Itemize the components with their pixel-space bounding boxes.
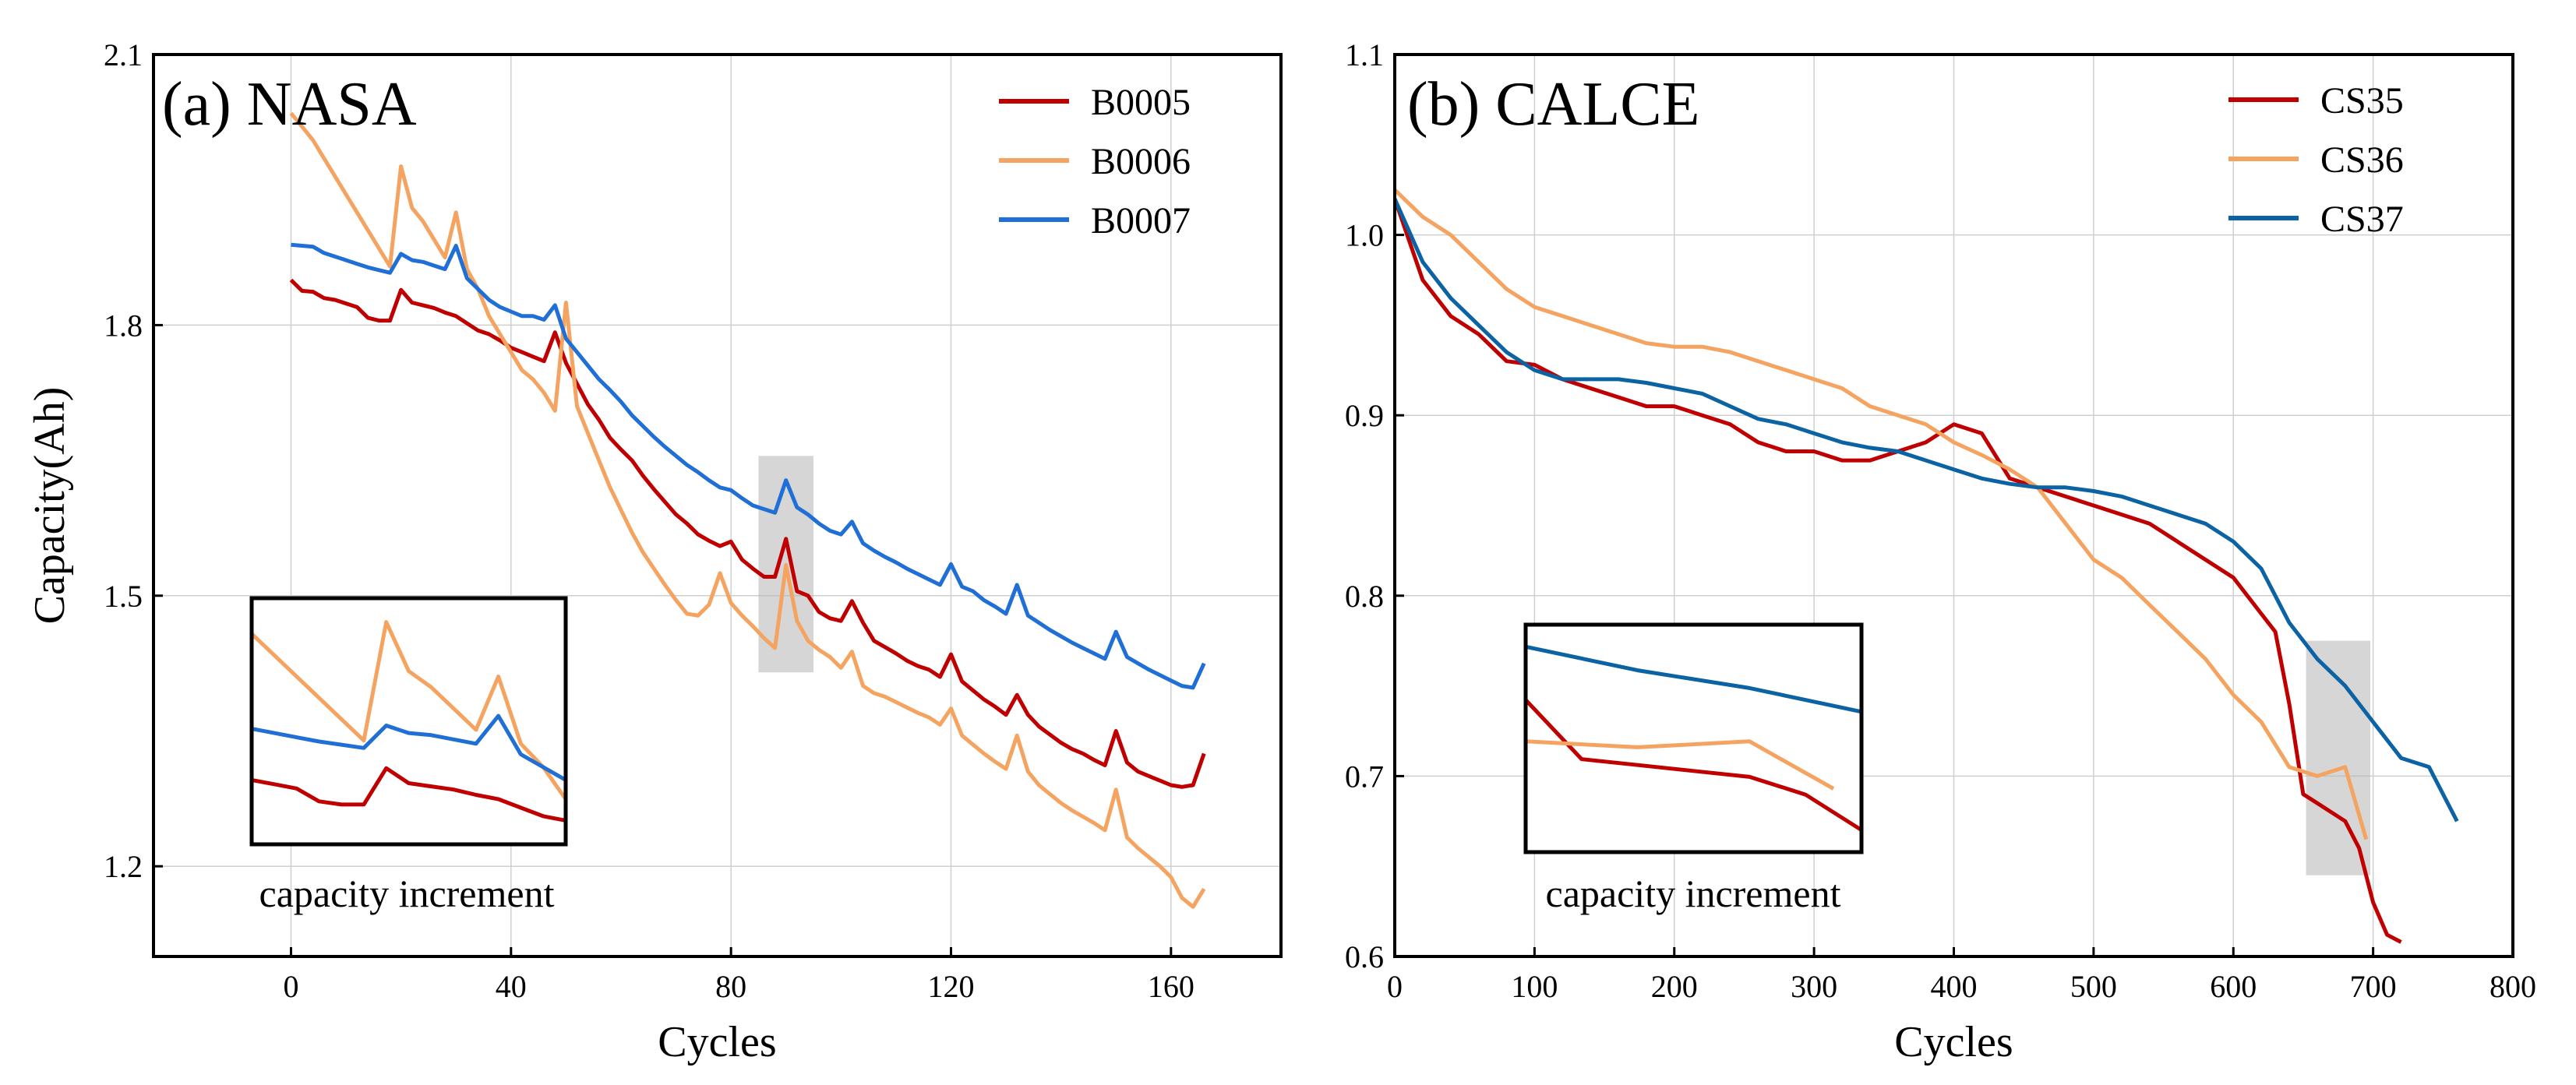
x-tick-label: 80	[715, 969, 746, 1004]
plot-frame	[152, 53, 1283, 958]
y-tick-label: 1.0	[1345, 218, 1384, 253]
x-tick-label: 40	[496, 969, 527, 1004]
inset-caption: capacity increment	[259, 872, 555, 915]
chart-panel-calce: 0 100 200 300 400 500 600 700 800 0.6 0.7 0.8 0.9 1.0…	[1345, 37, 2536, 1066]
series-line-cs35	[1395, 198, 2402, 944]
y-tick-label: 1.2	[104, 849, 143, 884]
x-tick-label: 300	[1791, 969, 1837, 1004]
y-tick-label: 0.6	[1345, 939, 1384, 974]
chart-panel-nasa: 0 40 80 120 160 1.2 1.5 1.8 2.1 Cycles Capacity(Ah…	[26, 37, 1283, 1066]
y-tick-label: 0.7	[1345, 759, 1384, 794]
x-tick-label: 160	[1148, 969, 1194, 1004]
inset-frame	[1523, 622, 1864, 854]
x-tick-label: 200	[1651, 969, 1698, 1004]
inset-frame	[249, 596, 568, 847]
inset-caption: capacity increment	[1546, 872, 1841, 915]
series-line-cs36	[1395, 188, 2369, 840]
panel-label: (a) NASA	[162, 70, 417, 139]
legend-label-cs35: CS35	[2320, 80, 2404, 122]
inset-series-b0005	[252, 766, 566, 823]
x-tick-label: 0	[1387, 969, 1403, 1004]
inset-background	[1526, 625, 1861, 852]
y-tick-label: 0.9	[1345, 398, 1384, 433]
inset-series-cs35	[1526, 698, 1861, 832]
y-tick-label: 1.1	[1345, 37, 1384, 72]
series-line-cs37	[1395, 198, 2459, 823]
y-tick-label: 1.5	[104, 579, 143, 614]
x-tick-label: 100	[1511, 969, 1558, 1004]
y-tick-label: 2.1	[104, 37, 143, 72]
x-tick-label: 600	[2210, 969, 2257, 1004]
legend-label-b0005: B0005	[1091, 82, 1191, 123]
series-line-b0006	[289, 111, 1206, 909]
x-axis-label: Cycles	[658, 1018, 776, 1066]
inset-series-cs36	[1526, 739, 1835, 791]
x-tick-label: 0	[283, 969, 298, 1004]
x-tick-label: 400	[1931, 969, 1978, 1004]
panel-label: (b) CALCE	[1407, 70, 1700, 139]
x-tick-label: 800	[2490, 969, 2536, 1004]
inset-series-b0007	[252, 713, 566, 783]
y-axis-label: Capacity(Ah)	[26, 387, 74, 625]
y-tick-label: 0.8	[1345, 579, 1384, 614]
highlight-region	[2306, 640, 2371, 875]
legend-label-b0007: B0007	[1091, 200, 1191, 241]
series-line-b0005	[289, 278, 1206, 789]
series-line-b0007	[291, 242, 1206, 690]
legend-label-cs37: CS37	[2320, 199, 2404, 240]
legend-label-b0006: B0006	[1091, 141, 1191, 182]
x-axis-label: Cycles	[1894, 1018, 2013, 1066]
legend-label-cs36: CS36	[2320, 139, 2404, 181]
x-tick-label: 120	[927, 969, 974, 1004]
inset-series-cs37	[1526, 644, 1861, 714]
x-tick-label: 700	[2350, 969, 2397, 1004]
y-tick-label: 1.8	[104, 308, 143, 343]
x-tick-label: 500	[2070, 969, 2117, 1004]
